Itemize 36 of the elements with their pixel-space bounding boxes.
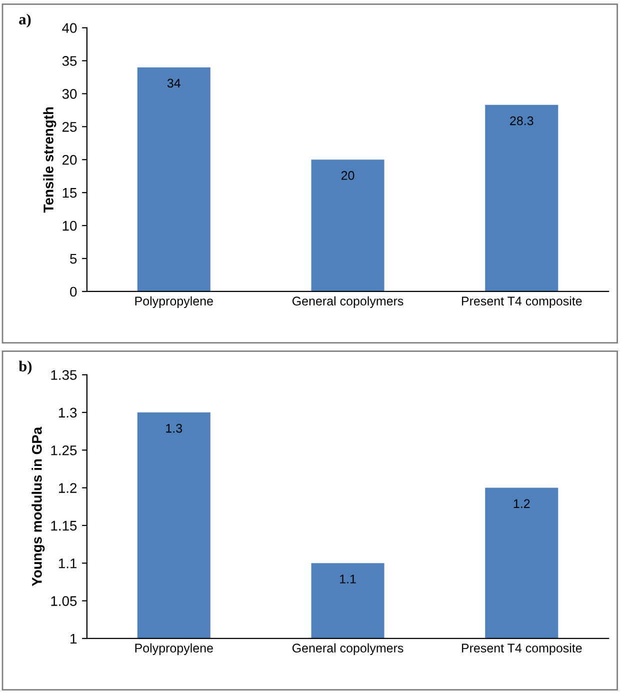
text: b) xyxy=(18,360,32,375)
y-tick-label: 1.2 xyxy=(58,483,77,493)
y-tick-label: 40 xyxy=(62,23,77,33)
data-label: 34 xyxy=(167,78,180,88)
y-tick-label: 1.15 xyxy=(51,520,77,531)
y-tick-label: 35 xyxy=(62,56,77,66)
bar xyxy=(137,67,210,292)
y-axis-title: Tensile strength xyxy=(43,107,56,213)
bar xyxy=(485,104,558,292)
x-tick-label: Present T4 composite xyxy=(462,643,582,655)
x-tick-label: Present T4 composite xyxy=(462,296,582,308)
y-tick-label: 1.35 xyxy=(51,370,77,380)
y-axis-title: Youngs modulus in GPa xyxy=(32,426,45,586)
data-label: 28.3 xyxy=(510,116,534,126)
bar xyxy=(311,160,384,292)
data-label: 20 xyxy=(341,171,354,180)
x-tick-label: Polypropylene xyxy=(135,643,213,655)
y-tick-label: 25 xyxy=(62,122,77,132)
y-tick-label: 1 xyxy=(70,634,77,644)
y-tick-label: 1.1 xyxy=(58,558,77,568)
y-tick-label: 15 xyxy=(62,188,77,198)
y-tick-label: 30 xyxy=(62,89,77,99)
y-tick-label: 1.3 xyxy=(58,408,77,418)
y-tick-label: 1.25 xyxy=(51,445,77,456)
data-label: 1.1 xyxy=(340,574,356,584)
y-tick-label: 1.05 xyxy=(51,596,77,606)
x-tick-label: Polypropylene xyxy=(135,296,213,308)
y-tick-label: 20 xyxy=(62,154,77,165)
y-tick-label: 0 xyxy=(70,286,77,297)
x-tick-label: General copolymers xyxy=(292,296,404,308)
x-tick-label: General copolymers xyxy=(292,643,404,655)
data-label: 1.3 xyxy=(166,424,182,433)
text: a) xyxy=(19,14,31,28)
y-tick-label: 10 xyxy=(62,220,77,231)
data-label: 1.2 xyxy=(514,499,530,508)
y-tick-label: 5 xyxy=(70,254,77,264)
